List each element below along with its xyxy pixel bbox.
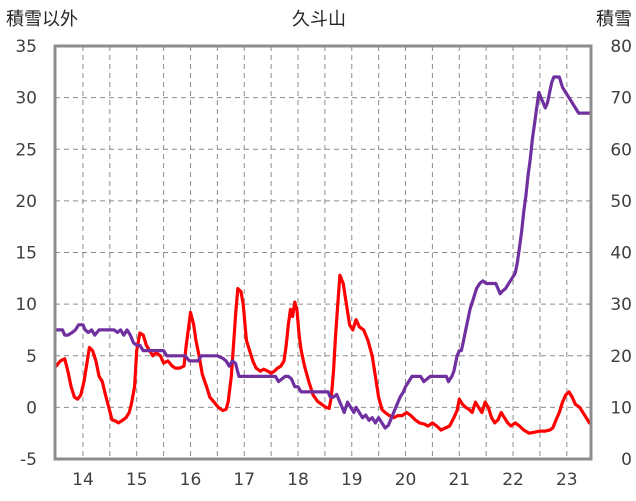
left-tick-label: -5 (20, 450, 37, 470)
x-axis-tick-labels: 14 15 16 17 18 19 20 21 22 23 (72, 470, 577, 490)
left-tick-label: 5 (26, 347, 37, 367)
series-layer (54, 75, 593, 435)
x-tick-label: 18 (287, 470, 309, 490)
right-tick-label: 50 (610, 192, 632, 212)
right-axis-label: 積雪 (596, 9, 632, 30)
left-tick-label: 15 (15, 244, 37, 264)
x-tick-label: 21 (448, 470, 470, 490)
right-tick-label: 70 (610, 89, 632, 109)
x-tick-label: 23 (556, 470, 578, 490)
left-tick-label: 30 (15, 89, 37, 109)
plot-area-frame (53, 44, 593, 461)
right-tick-label: 40 (610, 244, 632, 264)
chart-title: 久斗山 (292, 9, 346, 30)
right-tick-label: 80 (610, 37, 632, 57)
right-axis-tick-labels: 0 10 20 30 40 50 60 70 80 (610, 37, 632, 470)
right-tick-label: 60 (610, 140, 632, 160)
x-tick-label: 16 (180, 470, 202, 490)
right-tick-label: 0 (621, 450, 632, 470)
left-axis-tick-labels: -5 0 5 10 15 20 25 30 35 (15, 37, 37, 470)
series-line-1 (54, 273, 592, 435)
left-tick-label: 10 (15, 295, 37, 315)
right-tick-label: 10 (610, 398, 632, 418)
left-tick-label: 0 (26, 398, 37, 418)
x-tick-label: 22 (502, 470, 524, 490)
series-line-2 (54, 75, 593, 430)
x-tick-label: 19 (341, 470, 363, 490)
right-tick-label: 30 (610, 295, 632, 315)
x-tick-label: 15 (126, 470, 148, 490)
left-tick-label: 20 (15, 192, 37, 212)
x-tick-label: 14 (72, 470, 94, 490)
x-tick-label: 17 (233, 470, 255, 490)
left-tick-label: 35 (15, 37, 37, 57)
right-tick-label: 20 (610, 347, 632, 367)
x-tick-label: 20 (395, 470, 417, 490)
left-tick-label: 25 (15, 140, 37, 160)
left-axis-label: 積雪以外 (6, 9, 78, 30)
